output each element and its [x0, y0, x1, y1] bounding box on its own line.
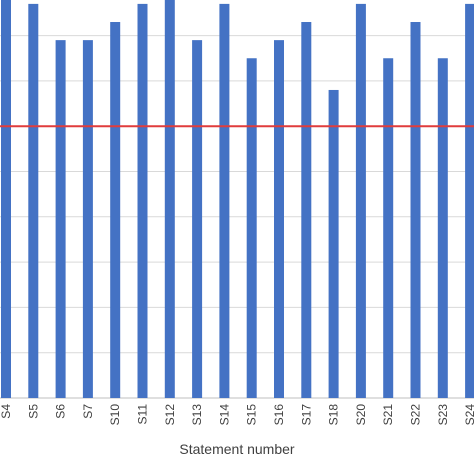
x-tick-label-S21: S21 — [381, 404, 395, 426]
x-tick-labels: S4 S5 S6 S7 S10 S11 S12 S13 S14 S15 S16 S17 S18 S20 S2… — [0, 404, 474, 426]
bar-S5 — [28, 3, 39, 398]
x-tick-label-S7: S7 — [81, 404, 95, 419]
x-tick-label-S17: S17 — [299, 404, 313, 426]
x-tick-label-S16: S16 — [272, 404, 286, 426]
bar-S15 — [246, 58, 257, 398]
x-tick-label-S14: S14 — [217, 404, 231, 426]
bar-S20 — [355, 3, 366, 398]
x-tick-label-S15: S15 — [245, 404, 259, 426]
x-tick-label-S20: S20 — [354, 404, 368, 426]
bar-S16 — [274, 40, 284, 398]
x-tick-label-S22: S22 — [409, 404, 423, 426]
x-tick-label-S10: S10 — [108, 404, 122, 426]
x-tick-label-S6: S6 — [54, 404, 68, 419]
bar-S6 — [55, 40, 66, 398]
bar-S12 — [164, 0, 175, 399]
bar-S10 — [110, 22, 121, 398]
bar-S23 — [437, 58, 448, 398]
x-tick-label-S11: S11 — [136, 404, 150, 425]
bar-S14 — [219, 3, 230, 398]
bar-S7 — [82, 40, 93, 398]
x-axis-title: Statement number — [179, 441, 295, 457]
bar-S18 — [328, 89, 339, 399]
bar-S17 — [301, 22, 312, 398]
bar-S24 — [465, 3, 474, 398]
x-tick-label-S4: S4 — [0, 404, 13, 419]
x-tick-label-S18: S18 — [327, 404, 341, 426]
bar-S13 — [192, 40, 203, 398]
x-tick-label-S24: S24 — [463, 404, 474, 426]
bar-S21 — [383, 58, 394, 398]
x-tick-label-S12: S12 — [163, 404, 177, 426]
x-tick-label-S23: S23 — [436, 404, 450, 426]
x-tick-label-S5: S5 — [26, 404, 40, 419]
bar-S11 — [137, 3, 148, 398]
x-tick-label-S13: S13 — [190, 404, 204, 426]
bar-series — [1, 0, 474, 399]
gridlines — [0, 35, 474, 399]
bar-S4 — [1, 0, 11, 399]
bar-S22 — [410, 22, 421, 398]
